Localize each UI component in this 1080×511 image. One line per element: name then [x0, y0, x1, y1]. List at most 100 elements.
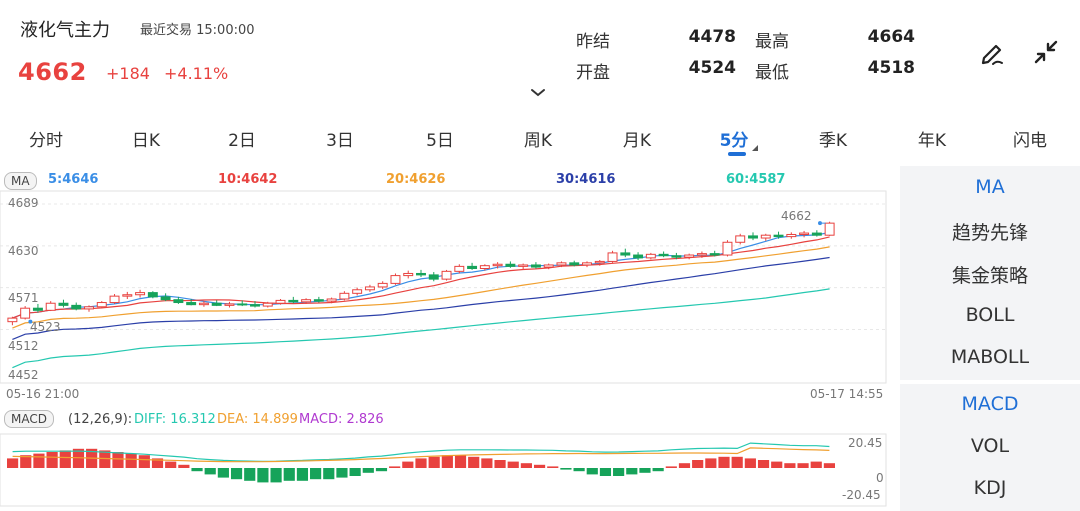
- candle-body: [594, 260, 605, 264]
- tab-timeshare[interactable]: 分时: [29, 131, 63, 151]
- tab-daily[interactable]: 日K: [131, 131, 161, 151]
- macd-histogram-bar: [771, 461, 783, 468]
- macd-histogram-bar: [230, 468, 243, 480]
- chevron-down-icon[interactable]: [530, 88, 546, 98]
- ma20-label: 20:4626: [386, 172, 446, 187]
- indicator-macd[interactable]: MACD: [961, 393, 1019, 415]
- y-axis-label: 4571: [8, 291, 39, 305]
- macd-histogram-bar: [468, 456, 480, 468]
- macd-histogram-bar: [389, 466, 401, 468]
- time-axis-start: 05-16 21:00: [6, 387, 80, 401]
- macd-histogram-bar: [336, 468, 348, 478]
- ma-line-30: [12, 256, 830, 340]
- macd-frame: [0, 433, 887, 507]
- candle-body: [556, 262, 567, 266]
- macd-axis-label: 20.45: [848, 436, 883, 450]
- candle-body: [811, 232, 822, 236]
- candle-body: [479, 265, 490, 270]
- last-trade-time: 最近交易 15:00:00: [140, 23, 255, 38]
- macd-histogram-bar: [441, 455, 453, 468]
- ma-line-60: [12, 288, 830, 369]
- macd-chart[interactable]: [0, 428, 890, 508]
- candle-body: [441, 270, 452, 280]
- tab-flash[interactable]: 闪电: [1013, 131, 1047, 151]
- tab-weekly[interactable]: 周K: [523, 131, 553, 151]
- macd-histogram-bar: [362, 468, 374, 473]
- open-label: 开盘: [576, 63, 610, 83]
- candle-body: [71, 304, 82, 310]
- macd-histogram-bar: [283, 468, 295, 481]
- candle-body: [786, 233, 797, 238]
- contract-title: 液化气主力: [20, 20, 110, 41]
- ma10-label: 10:4642: [218, 172, 278, 187]
- tab-5day[interactable]: 5日: [426, 131, 454, 151]
- macd-value-label: MACD: 2.826: [299, 412, 384, 427]
- tab-monthly[interactable]: 月K: [622, 131, 652, 151]
- low-marker-dot: [28, 319, 33, 324]
- macd-histogram-bar: [744, 458, 756, 468]
- macd-histogram-bar: [652, 468, 664, 472]
- prev-settle-label: 昨结: [576, 32, 610, 52]
- candle-body: [364, 286, 375, 291]
- candle-body: [696, 253, 707, 256]
- macd-histogram-bar: [507, 461, 519, 468]
- candle-body: [390, 275, 401, 284]
- candle-body: [492, 263, 503, 267]
- macd-histogram-bar: [705, 458, 717, 468]
- macd-dea-label: DEA: 14.899: [217, 412, 298, 427]
- candle-body: [428, 274, 439, 280]
- candlestick-chart[interactable]: [0, 190, 890, 386]
- indicator-trend-pioneer[interactable]: 趋势先锋: [951, 222, 1028, 244]
- collapse-icon[interactable]: [1032, 38, 1060, 66]
- ma-indicator-tag[interactable]: MA: [4, 172, 37, 190]
- candle-body: [760, 234, 771, 239]
- candle-body: [313, 299, 324, 302]
- tab-5min[interactable]: 5分: [719, 131, 749, 151]
- candle-body: [160, 296, 171, 301]
- tab-menu-caret-icon[interactable]: [752, 145, 758, 151]
- tab-2day[interactable]: 2日: [228, 131, 256, 151]
- candle-body: [709, 253, 720, 256]
- candle-body: [416, 272, 426, 276]
- candle-body: [467, 265, 478, 270]
- candle-body: [518, 264, 529, 267]
- candle-body: [7, 317, 18, 323]
- macd-indicator-tag[interactable]: MACD: [4, 410, 54, 428]
- indicator-vol[interactable]: VOL: [970, 435, 1010, 457]
- candle-body: [20, 307, 31, 319]
- tab-3day[interactable]: 3日: [326, 131, 354, 151]
- macd-histogram-bar: [204, 468, 216, 475]
- macd-histogram-bar: [7, 458, 19, 468]
- candle-body: [505, 263, 516, 267]
- candle-body: [530, 264, 541, 268]
- macd-histogram-bar: [20, 455, 32, 468]
- candle-body: [582, 262, 592, 266]
- macd-histogram-bar: [33, 453, 45, 468]
- indicator-boll[interactable]: BOLL: [965, 304, 1015, 326]
- tab-quarterly[interactable]: 季K: [818, 131, 848, 151]
- candle-body: [722, 241, 733, 256]
- candle-body: [45, 302, 56, 311]
- macd-histogram-bar: [586, 468, 598, 475]
- indicator-ma[interactable]: MA: [975, 176, 1005, 198]
- draw-icon[interactable]: [978, 38, 1006, 66]
- tab-yearly[interactable]: 年K: [917, 131, 947, 151]
- indicator-gold-strategy[interactable]: 集金策略: [951, 265, 1028, 287]
- macd-histogram-bar: [257, 468, 269, 483]
- open-value: 4524: [688, 58, 736, 78]
- indicator-maboll[interactable]: MABOLL: [950, 346, 1030, 368]
- candle-body: [824, 222, 835, 236]
- macd-histogram-bar: [520, 463, 532, 468]
- macd-histogram-bar: [678, 463, 691, 468]
- candle-body: [684, 254, 695, 258]
- candle-body: [84, 306, 94, 310]
- macd-histogram-bar: [191, 468, 203, 472]
- candle-body: [237, 303, 248, 306]
- ma-line-10: [12, 236, 830, 319]
- candle-body: [645, 253, 656, 259]
- macd-histogram-bar: [138, 455, 150, 468]
- indicator-kdj[interactable]: KDJ: [973, 477, 1007, 499]
- high-marker-dot: [818, 221, 822, 226]
- macd-dea-line: [12, 447, 830, 463]
- macd-histogram-bar: [639, 468, 651, 473]
